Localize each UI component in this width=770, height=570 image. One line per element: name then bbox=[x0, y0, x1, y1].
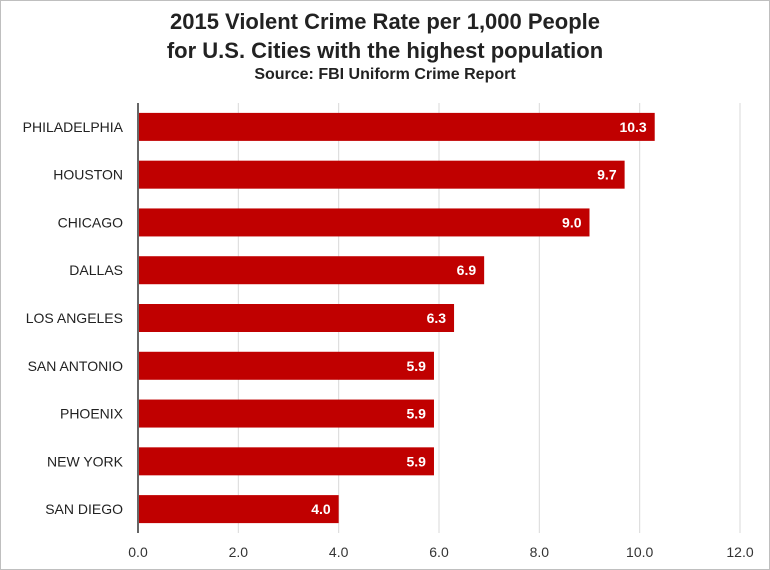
chart-title: 2015 Violent Crime Rate per 1,000 People bbox=[169, 9, 601, 34]
value-label: 10.3 bbox=[619, 119, 646, 135]
category-label: HOUSTON bbox=[53, 167, 123, 183]
bar bbox=[139, 112, 655, 141]
bar bbox=[139, 399, 434, 428]
bar bbox=[139, 208, 590, 237]
value-label: 6.9 bbox=[457, 262, 477, 278]
bar bbox=[139, 304, 455, 332]
category-label: LOS ANGELES bbox=[26, 310, 123, 326]
value-label: 6.3 bbox=[427, 310, 447, 326]
bar bbox=[139, 495, 339, 524]
value-label: 9.7 bbox=[597, 167, 617, 183]
category-label: NEW YORK bbox=[47, 453, 124, 469]
value-label: 5.9 bbox=[407, 358, 427, 374]
value-label: 9.0 bbox=[562, 214, 582, 230]
value-label: 5.9 bbox=[407, 406, 427, 422]
value-label: 5.9 bbox=[407, 453, 427, 469]
x-tick-label: 4.0 bbox=[329, 544, 349, 560]
x-tick-label: 0.0 bbox=[128, 544, 148, 560]
category-label: SAN DIEGO bbox=[45, 501, 123, 517]
category-label: DALLAS bbox=[69, 262, 123, 278]
bar bbox=[139, 351, 434, 380]
x-tick-label: 2.0 bbox=[229, 544, 249, 560]
category-label: CHICAGO bbox=[58, 214, 123, 230]
category-label: PHILADELPHIA bbox=[23, 119, 124, 135]
bar bbox=[139, 160, 625, 189]
value-label: 4.0 bbox=[311, 501, 331, 517]
bars bbox=[139, 112, 655, 524]
chart-source: Source: FBI Uniform Crime Report bbox=[254, 66, 516, 83]
labels: 0.0 2.0 4.0 6.0 8.0 10.0 12.0 PHILADELPHIA 10.3 H… bbox=[23, 119, 754, 560]
x-tick-label: 6.0 bbox=[429, 544, 449, 560]
x-tick-label: 8.0 bbox=[530, 544, 550, 560]
category-label: PHOENIX bbox=[60, 406, 124, 422]
x-tick-label: 12.0 bbox=[726, 544, 753, 560]
bar bbox=[139, 447, 434, 476]
chart-subtitle: for U.S. Cities with the highest populat… bbox=[166, 38, 604, 63]
category-label: SAN ANTONIO bbox=[28, 358, 124, 374]
x-tick-label: 10.0 bbox=[626, 544, 653, 560]
bar bbox=[139, 256, 485, 285]
